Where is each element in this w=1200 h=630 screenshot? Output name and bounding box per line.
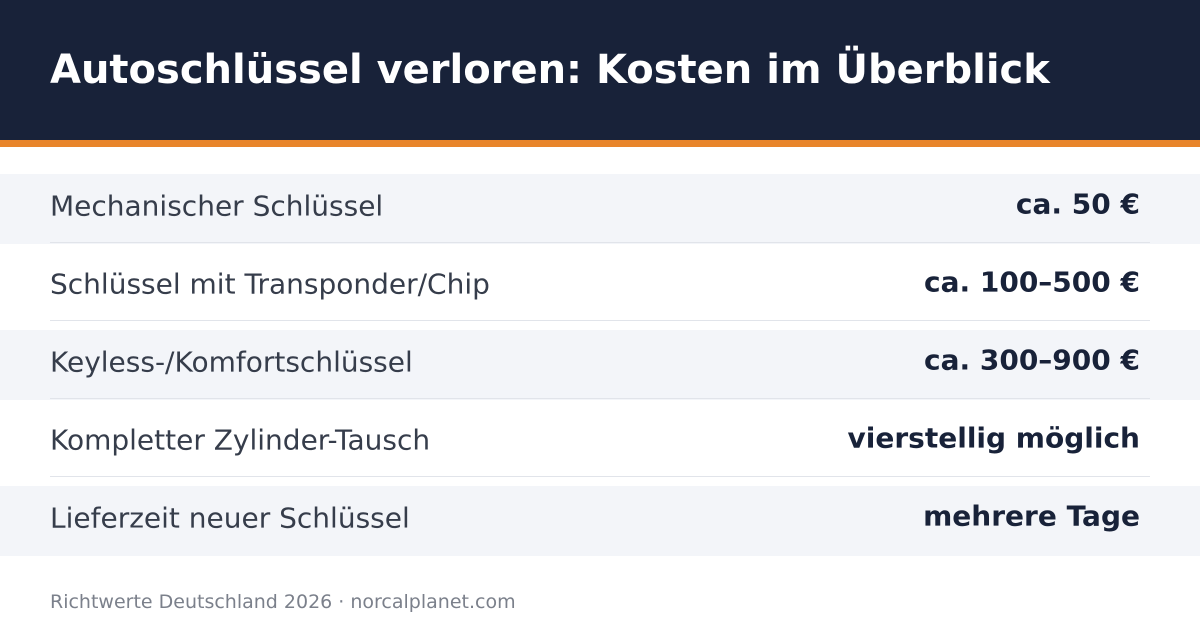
row-value: vierstellig möglich — [847, 421, 1140, 455]
row-value: ca. 50 € — [1015, 187, 1140, 221]
row-label: Schlüssel mit Transponder/Chip — [50, 267, 490, 301]
table-row: Mechanischer Schlüssel ca. 50 € — [0, 174, 1200, 252]
row-value: mehrere Tage — [923, 499, 1140, 533]
row-value: ca. 100–500 € — [923, 265, 1140, 299]
table-row: Schlüssel mit Transponder/Chip ca. 100–50… — [0, 252, 1200, 330]
row-value: ca. 300–900 € — [923, 343, 1140, 377]
table-row: Keyless-/Komfortschlüssel ca. 300–900 € — [0, 330, 1200, 408]
title: Autoschlüssel verloren: Kosten im Überbl… — [50, 47, 1050, 93]
row-label: Kompletter Zylinder-Tausch — [50, 423, 431, 457]
cost-table: Mechanischer Schlüssel ca. 50 € Schlüssel … — [0, 174, 1200, 564]
table-row: Kompletter Zylinder-Tausch vierstellig mö… — [0, 408, 1200, 486]
header: Autoschlüssel verloren: Kosten im Überbl… — [0, 0, 1200, 147]
row-label: Keyless-/Komfortschlüssel — [50, 345, 413, 379]
row-label: Lieferzeit neuer Schlüssel — [50, 501, 410, 535]
row-label: Mechanischer Schlüssel — [50, 189, 384, 223]
table-row: Lieferzeit neuer Schlüssel mehrere Tage — [0, 486, 1200, 564]
footer: Richtwerte Deutschland 2026 · norcalplan… — [50, 591, 516, 613]
